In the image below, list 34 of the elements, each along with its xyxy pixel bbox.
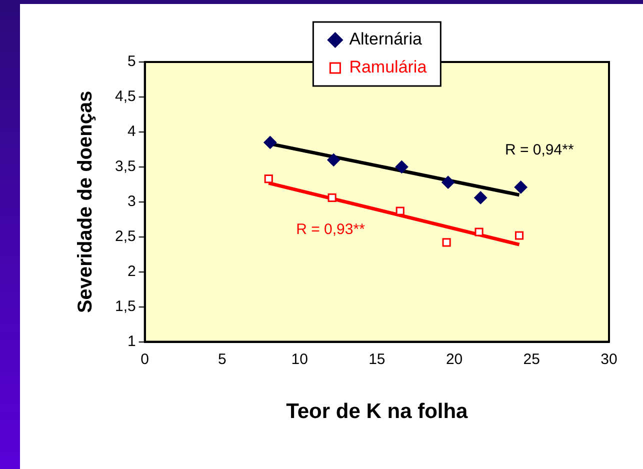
y-tick-label: 2,5	[114, 228, 136, 246]
x-tick-label: 15	[368, 350, 386, 368]
x-tick-label: 20	[446, 350, 463, 368]
y-tick-label: 4,5	[114, 88, 136, 106]
legend-label: Ramulária	[349, 58, 428, 77]
annotation: R = 0,93**	[296, 221, 366, 238]
y-tick-label: 3	[128, 193, 136, 210]
point	[264, 174, 273, 184]
point	[514, 231, 524, 240]
y-tick-label: 5	[128, 53, 136, 70]
y-tick-label: 3,5	[114, 158, 136, 176]
point	[328, 193, 336, 202]
legend-label: Alternária	[349, 30, 422, 49]
point	[514, 180, 528, 194]
x-tick-label: 10	[291, 350, 308, 368]
y-tick-label: 1	[128, 332, 136, 350]
point	[264, 136, 277, 149]
point	[327, 153, 340, 166]
y-tick-label: 2	[128, 262, 136, 280]
point	[474, 228, 484, 236]
y-axis-title: Severidade de doenças	[74, 90, 97, 314]
point	[474, 191, 488, 204]
point	[442, 176, 455, 189]
x-tick-label: 30	[600, 350, 618, 368]
x-tick-label: 5	[218, 350, 226, 368]
y-tick-label: 4	[128, 123, 136, 140]
y-tick-label: 1,5	[114, 298, 136, 315]
point	[396, 206, 404, 216]
annotation: R = 0,94**	[504, 141, 574, 158]
x-tick-label: 25	[523, 350, 540, 368]
point	[395, 160, 408, 174]
x-tick-label: 0	[140, 350, 150, 368]
point	[442, 238, 451, 247]
x-axis-title: Teor de K na folha	[286, 400, 468, 424]
